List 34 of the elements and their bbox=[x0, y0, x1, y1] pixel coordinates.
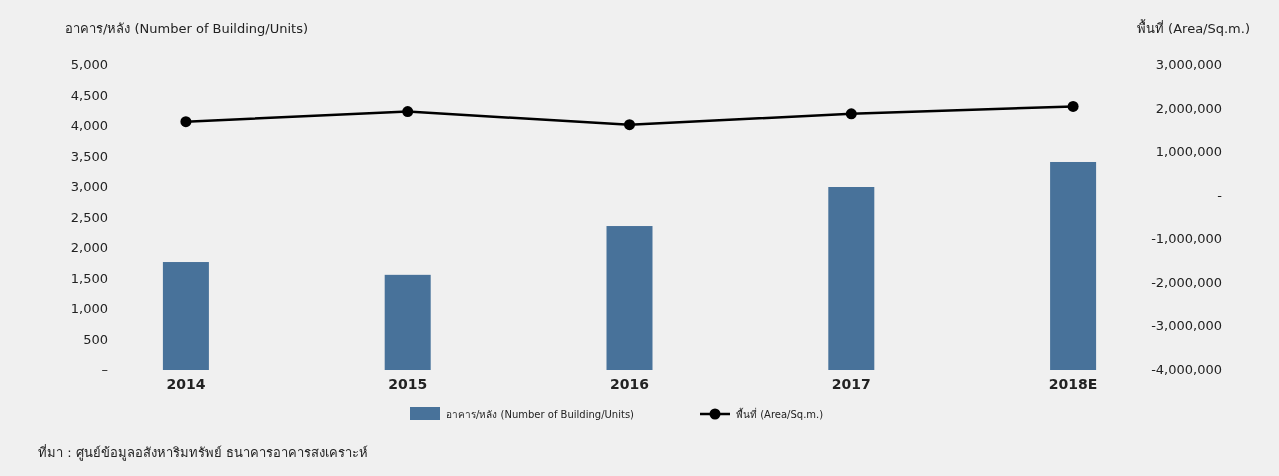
y-tick-label: 1,500 bbox=[70, 270, 108, 286]
y-tick-label: 500 bbox=[83, 331, 108, 347]
y2-tick-label: -1,000,000 bbox=[1151, 231, 1222, 247]
x-tick-label: 2014 bbox=[166, 376, 206, 392]
y-tick-label: 2,000 bbox=[70, 240, 108, 255]
bar bbox=[162, 262, 209, 370]
y-tick-label: 1,000 bbox=[70, 301, 108, 316]
x-tick-label: 2016 bbox=[610, 376, 649, 392]
y2-tick-label: - bbox=[1217, 187, 1223, 203]
bar bbox=[828, 187, 875, 370]
y2-tick-label: -4,000,000 bbox=[1151, 362, 1222, 377]
y-tick-label: 3,000 bbox=[70, 179, 108, 194]
y-axis-title: อาคาร/หลัง (Number of Building/Units) bbox=[65, 21, 309, 36]
text: ที่มา : ศูนย์ข้อมูลอสังหาริมทรัพย์ ธนาคารอาคารสงเคราะห์ bbox=[38, 444, 368, 461]
y-tick-label: – bbox=[101, 362, 108, 377]
y2-tick-label: -3,000,000 bbox=[1151, 318, 1222, 334]
x-tick-label: 2017 bbox=[831, 376, 871, 392]
y2-tick-label: 3,000,000 bbox=[1155, 57, 1222, 72]
x-tick-label: 2018E bbox=[1048, 376, 1098, 392]
legend-label: อาคาร/หลัง (Number of Building/Units) bbox=[446, 409, 635, 420]
y-tick-label: 2,500 bbox=[70, 209, 108, 225]
y-tick-label: 4,500 bbox=[70, 87, 108, 103]
bar bbox=[384, 274, 431, 370]
y-tick-label: 4,000 bbox=[70, 118, 108, 133]
y-tick-label: 3,500 bbox=[70, 148, 108, 164]
y2-tick-label: -2,000,000 bbox=[1151, 274, 1222, 290]
x-tick-label: 2015 bbox=[388, 376, 428, 392]
legend-label: พื้นที่ (Area/Sq.m.) bbox=[736, 407, 824, 420]
y2-axis-title: พื้นที่ (Area/Sq.m.) bbox=[1136, 19, 1250, 36]
bar bbox=[606, 226, 653, 370]
y2-tick-label: 2,000,000 bbox=[1155, 100, 1222, 116]
y2-tick-label: 1,000,000 bbox=[1155, 144, 1222, 160]
bar bbox=[1050, 161, 1097, 370]
y-tick-label: 5,000 bbox=[70, 57, 108, 72]
